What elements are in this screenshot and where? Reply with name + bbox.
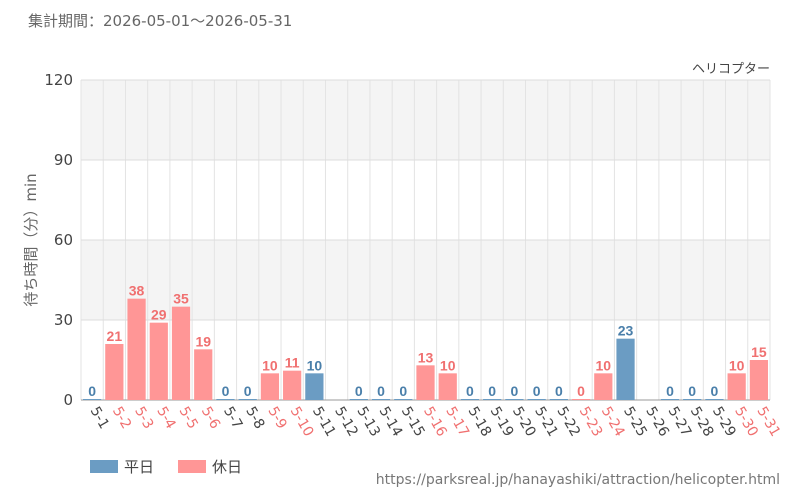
bar-5-24	[594, 373, 613, 400]
bar-5-8	[238, 399, 257, 400]
bar-5-5	[171, 306, 191, 400]
value-label-5-31: 15	[751, 344, 767, 360]
value-label-5-4: 29	[151, 307, 167, 323]
legend-swatch-holiday	[178, 460, 207, 473]
y-tick-label: 90	[54, 151, 73, 169]
value-label-5-24: 10	[596, 357, 612, 373]
bar-5-20	[505, 399, 524, 400]
bar-5-30	[727, 373, 746, 400]
x-tick-label-5-4: 5-4	[153, 404, 178, 432]
bar-5-14	[371, 399, 391, 400]
x-tick-label-5-7: 5-7	[220, 404, 245, 432]
bar-5-22	[549, 399, 568, 400]
bar-5-23	[571, 399, 591, 400]
y-tick-label: 0	[63, 391, 73, 409]
bar-5-7	[216, 399, 235, 400]
value-label-5-19: 0	[488, 383, 496, 399]
legend-item-weekday: 平日	[90, 456, 154, 477]
y-tick-label: 30	[54, 311, 73, 329]
x-tick-label-5-5: 5-5	[176, 404, 201, 432]
x-tick-label-5-1: 5-1	[87, 404, 112, 432]
bar-5-6	[194, 349, 213, 400]
value-label-5-6: 19	[195, 333, 211, 349]
bar-5-25	[616, 338, 635, 400]
legend-swatch-weekday	[90, 460, 118, 473]
value-label-5-14: 0	[377, 383, 385, 399]
bar-5-15	[394, 399, 413, 400]
value-label-5-15: 0	[399, 383, 407, 399]
bar-5-2	[105, 344, 124, 400]
value-label-5-22: 0	[555, 383, 563, 399]
bar-5-11	[305, 373, 324, 400]
value-label-5-11: 10	[307, 357, 323, 373]
x-tick-label-5-6: 5-6	[198, 404, 223, 432]
value-label-5-10: 11	[285, 355, 300, 371]
plot-band	[81, 160, 770, 240]
bar-5-13	[349, 399, 368, 400]
bars	[83, 298, 768, 400]
plot-band	[81, 80, 770, 160]
bar-5-21	[527, 399, 546, 400]
value-label-5-13: 0	[355, 383, 363, 399]
value-label-5-30: 10	[729, 357, 745, 373]
bar-5-17	[438, 373, 457, 400]
bar-5-19	[483, 399, 502, 400]
gridlines	[80, 79, 771, 401]
value-label-5-25: 23	[618, 323, 634, 339]
y-tick-label: 120	[44, 71, 73, 89]
bar-5-1	[83, 399, 102, 400]
x-tick-label-5-31: 5-31	[753, 404, 783, 440]
value-label-5-3: 38	[129, 283, 145, 299]
bar-5-4	[149, 322, 168, 400]
source-url: https://parksreal.jp/hanayashiki/attract…	[375, 472, 780, 488]
attraction-label: ヘリコプター	[692, 62, 770, 77]
x-tick-label-5-3: 5-3	[131, 404, 156, 432]
bar-5-9	[260, 373, 280, 400]
bar-5-3	[127, 298, 146, 400]
value-label-5-2: 21	[107, 328, 123, 344]
legend-label-holiday: 休日	[212, 458, 243, 476]
value-label-5-27: 0	[666, 383, 674, 399]
legend-item-holiday: 休日	[178, 456, 242, 477]
value-label-5-21: 0	[533, 383, 541, 399]
x-tick-label-5-9: 5-9	[264, 404, 289, 432]
value-label-5-7: 0	[222, 383, 230, 399]
value-label-5-28: 0	[688, 383, 696, 399]
value-label-5-9: 10	[262, 357, 278, 373]
value-label-5-8: 0	[244, 383, 252, 399]
value-label-5-29: 0	[711, 383, 719, 399]
value-label-5-1: 0	[88, 383, 96, 399]
bar-5-29	[705, 399, 724, 400]
bar-5-31	[749, 360, 768, 400]
bar-5-10	[283, 370, 302, 400]
bar-5-16	[416, 365, 435, 400]
bar-5-18	[460, 399, 480, 400]
bar-5-28	[683, 399, 702, 400]
x-tick-label-5-2: 5-2	[109, 404, 134, 432]
bar-5-27	[660, 399, 680, 400]
value-label-5-16: 13	[418, 349, 434, 365]
value-label-5-20: 0	[511, 383, 519, 399]
value-label-5-18: 0	[466, 383, 474, 399]
legend-label-weekday: 平日	[124, 458, 155, 476]
value-label-5-23: 0	[577, 383, 585, 399]
period-label: 集計期間：2026-05-01～2026-05-31	[28, 12, 293, 30]
legend: 平日 休日	[90, 456, 242, 477]
x-tick-label-5-8: 5-8	[242, 404, 267, 432]
y-tick-label: 60	[54, 231, 73, 249]
x-axis-ticks: 5-15-25-35-45-55-65-75-85-95-105-115-125…	[87, 404, 784, 440]
y-axis-label: 待ち時間（分）min	[22, 173, 40, 306]
plot-band	[81, 240, 770, 320]
value-label-5-17: 10	[440, 357, 456, 373]
value-label-5-5: 35	[173, 291, 189, 307]
y-axis-ticks: 0 30 60 90 120	[44, 71, 73, 409]
